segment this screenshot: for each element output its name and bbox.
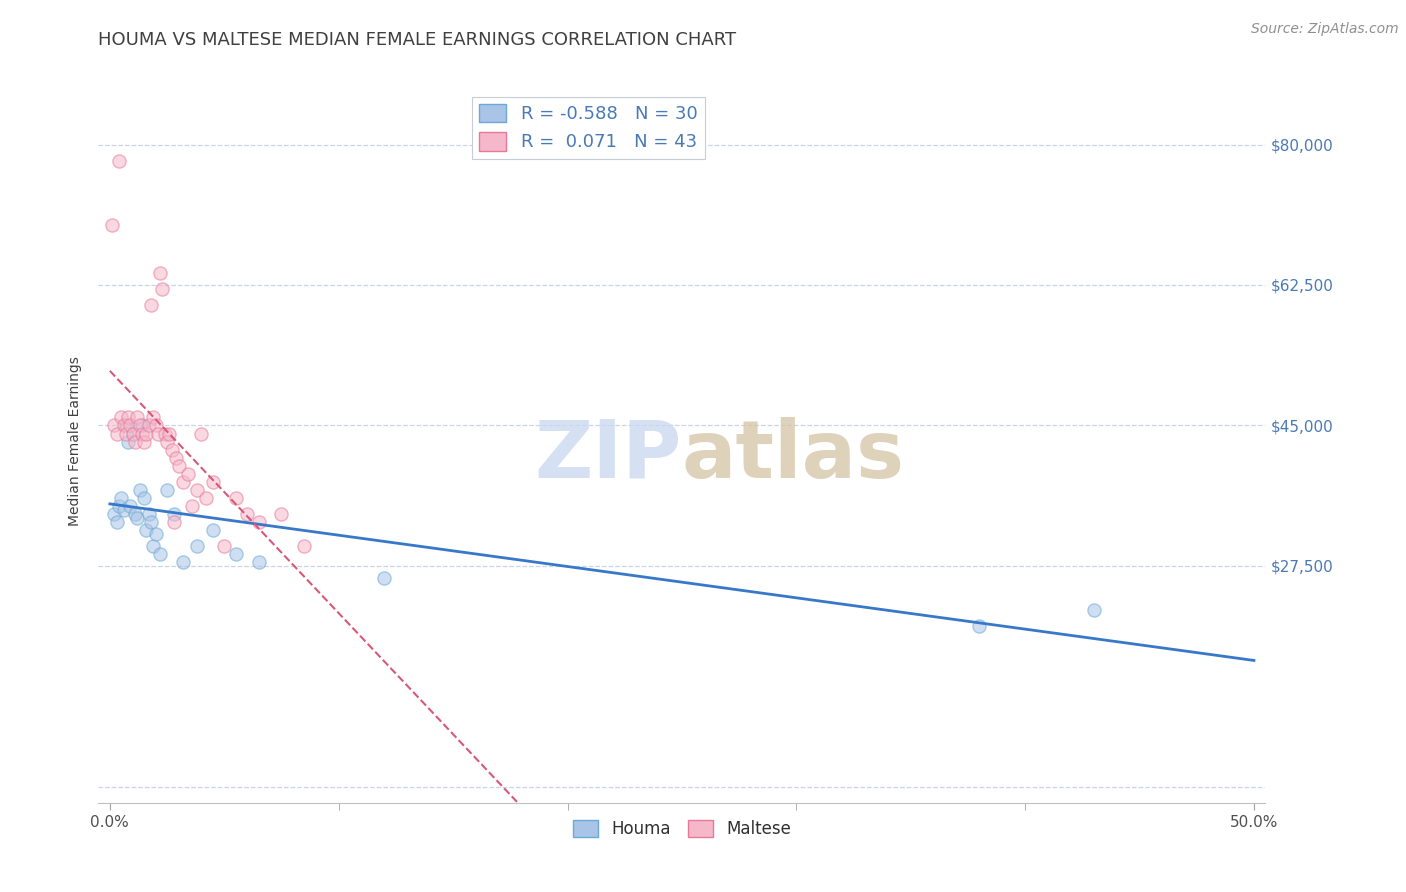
Point [153, 426, 176, 441]
Point [149, 266, 172, 280]
Point [139, 515, 162, 529]
Point [969, 619, 991, 633]
Point [247, 515, 270, 529]
Point [105, 426, 128, 441]
Point [108, 499, 131, 513]
Point [121, 426, 143, 441]
Point [128, 418, 150, 433]
Point [236, 507, 259, 521]
Point [292, 539, 315, 553]
Point [190, 426, 212, 441]
Point [156, 483, 179, 497]
Point [131, 418, 153, 433]
Point [121, 426, 143, 441]
Point [127, 510, 149, 524]
Point [120, 418, 142, 433]
Point [172, 555, 194, 569]
Point [128, 483, 150, 497]
Point [1083, 603, 1105, 617]
Point [201, 523, 224, 537]
Point [108, 153, 131, 168]
Point [138, 507, 160, 521]
Point [247, 555, 270, 569]
Point [149, 547, 172, 561]
Legend: Houma, Maltese: Houma, Maltese [567, 814, 797, 845]
Point [225, 547, 247, 561]
Point [117, 410, 139, 425]
Point [117, 434, 139, 449]
Point [194, 491, 217, 505]
Point [373, 571, 395, 585]
Point [127, 410, 149, 425]
Text: Source: ZipAtlas.com: Source: ZipAtlas.com [1251, 22, 1399, 37]
Point [115, 418, 138, 433]
Point [270, 507, 292, 521]
Point [139, 298, 162, 312]
Point [163, 507, 186, 521]
Point [201, 475, 224, 489]
Point [156, 434, 179, 449]
Point [103, 418, 125, 433]
Point [142, 539, 165, 553]
Point [160, 442, 183, 457]
Point [225, 491, 247, 505]
Point [105, 515, 128, 529]
Point [145, 418, 167, 433]
Point [131, 426, 153, 441]
Point [124, 507, 146, 521]
Point [145, 526, 167, 541]
Point [138, 418, 160, 433]
Point [135, 426, 157, 441]
Point [110, 410, 132, 425]
Point [142, 410, 165, 425]
Point [120, 499, 142, 513]
Point [165, 450, 187, 465]
Point [135, 523, 157, 537]
Point [103, 507, 125, 521]
Point [112, 418, 135, 433]
Point [172, 475, 194, 489]
Text: HOUMA VS MALTESE MEDIAN FEMALE EARNINGS CORRELATION CHART: HOUMA VS MALTESE MEDIAN FEMALE EARNINGS … [98, 31, 737, 49]
Point [186, 483, 208, 497]
Point [163, 515, 186, 529]
Point [186, 539, 208, 553]
Point [214, 539, 236, 553]
Point [146, 426, 169, 441]
Point [101, 218, 124, 232]
Point [167, 458, 190, 473]
Point [134, 491, 156, 505]
Point [112, 502, 135, 516]
Point [181, 499, 204, 513]
Point [152, 282, 174, 296]
Point [110, 491, 132, 505]
Point [124, 434, 146, 449]
Y-axis label: Median Female Earnings: Median Female Earnings [69, 357, 83, 526]
Text: atlas: atlas [682, 417, 905, 495]
Point [176, 467, 198, 481]
Text: ZIP: ZIP [534, 417, 682, 495]
Point [134, 434, 156, 449]
Point [115, 426, 138, 441]
Point [157, 426, 180, 441]
